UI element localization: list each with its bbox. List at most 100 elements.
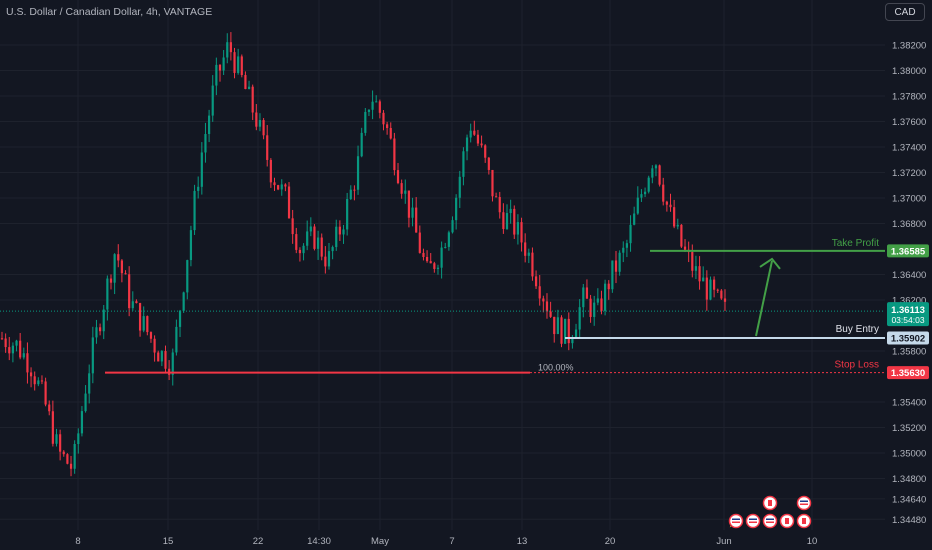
candle-body [55, 434, 58, 444]
candle-body [505, 213, 509, 229]
time-tick-label: 22 [253, 536, 264, 547]
candle-body [146, 316, 149, 333]
candle-body [316, 237, 320, 249]
candle-body [157, 352, 160, 362]
candle-body [567, 318, 570, 344]
price-tick-label: 1.37800 [892, 92, 926, 103]
candle-body [233, 52, 236, 73]
candle-body [40, 380, 44, 382]
canada-flag-icon[interactable] [796, 513, 812, 529]
us-flag-icon[interactable] [762, 513, 778, 529]
buy-entry-price-label: 1.35902 [891, 333, 925, 344]
candle-body [429, 261, 432, 264]
candle-body [269, 159, 272, 183]
projection-arrow[interactable] [755, 260, 773, 337]
candle-body [113, 254, 116, 283]
candle-body [62, 451, 65, 455]
candle-body [683, 246, 687, 250]
candle-body [415, 207, 418, 233]
candle-body [207, 115, 211, 135]
candle-body [37, 380, 40, 385]
candle-body [469, 130, 472, 138]
candle-body [425, 257, 429, 262]
candle-body [197, 186, 200, 191]
price-tick-label: 1.34480 [892, 515, 926, 526]
candle-body [604, 283, 607, 311]
candle-body [164, 351, 167, 369]
candle-body [211, 85, 214, 116]
price-tick-label: 1.35800 [892, 347, 926, 358]
candle-body [69, 463, 73, 469]
candle-body [251, 86, 254, 113]
stop-loss-price-box [887, 366, 929, 380]
candle-body [629, 224, 632, 244]
candle-body [382, 112, 385, 125]
candle-body [593, 302, 596, 317]
candle-body [691, 252, 694, 271]
canada-flag-icon[interactable] [762, 495, 778, 511]
candle-body [262, 120, 265, 136]
candle-body [240, 56, 243, 76]
time-tick-label: May [371, 536, 389, 547]
candle-body [611, 260, 614, 290]
take-profit-label: Take Profit [832, 238, 879, 249]
candle-body [549, 311, 552, 317]
candle-body [120, 260, 123, 274]
candle-body [277, 185, 280, 190]
candle-body [324, 256, 327, 267]
candle-body [342, 229, 345, 235]
candle-body [73, 443, 76, 469]
candle-body [335, 226, 338, 248]
candle-body [607, 283, 610, 290]
candle-body [15, 340, 18, 346]
arrow-head-icon [759, 257, 781, 270]
price-tick-label: 1.38200 [892, 41, 926, 52]
candle-body [371, 101, 374, 110]
price-tick-label: 1.34640 [892, 494, 926, 505]
candles-group [0, 32, 727, 477]
buy-entry-price-box [887, 331, 929, 345]
us-flag-icon[interactable] [745, 513, 761, 529]
candle-body [124, 273, 127, 275]
us-flag-icon[interactable] [796, 495, 812, 511]
candle-body [538, 286, 541, 299]
candle-body [91, 337, 94, 374]
candle-body [495, 196, 498, 198]
candle-body [95, 327, 98, 338]
candle-body [665, 201, 668, 205]
candle-body [400, 183, 403, 194]
time-tick-label: 13 [517, 536, 528, 547]
candle-body [33, 376, 36, 385]
candle-body [102, 309, 105, 332]
canada-flag-icon[interactable] [779, 513, 795, 529]
candle-body [393, 138, 396, 171]
price-tick-label: 1.37600 [892, 117, 926, 128]
candle-body [98, 327, 102, 332]
candle-body [600, 298, 603, 311]
candle-body [389, 128, 392, 139]
candle-body [662, 184, 665, 202]
candle-body [175, 326, 178, 353]
candle-body [455, 197, 458, 221]
candle-body [633, 213, 636, 225]
candle-body [258, 120, 262, 127]
candle-body [614, 260, 618, 272]
candle-body [723, 298, 727, 302]
candle-body [353, 189, 356, 191]
candle-body [520, 222, 523, 243]
us-flag-icon[interactable] [728, 513, 744, 529]
price-tick-label: 1.34800 [892, 474, 926, 485]
candle-body [386, 124, 389, 129]
candle-body [618, 252, 621, 272]
candle-body [491, 169, 494, 197]
candle-body [716, 289, 719, 291]
price-tick-label: 1.37000 [892, 194, 926, 205]
candle-body [349, 189, 352, 199]
candle-body [513, 208, 516, 235]
candle-body [84, 393, 87, 412]
candle-body [284, 184, 287, 187]
currency-button[interactable]: CAD [885, 3, 925, 21]
price-tick-label: 1.35000 [892, 449, 926, 460]
